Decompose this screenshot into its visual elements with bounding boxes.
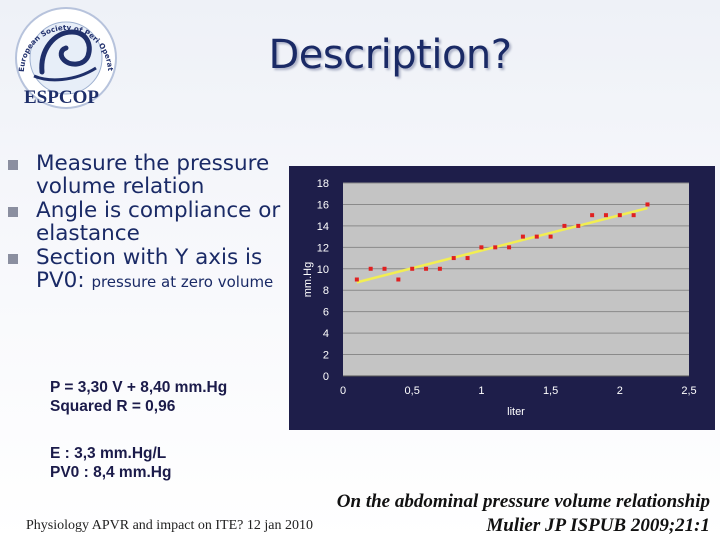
slide-title: Description? [268, 32, 512, 78]
r-squared-line: Squared R = 0,96 [50, 398, 176, 415]
y-tick-label: 4 [323, 328, 329, 340]
equation-line: P = 3,30 V + 8,40 mm.Hg [50, 379, 228, 396]
square-bullet-icon [8, 207, 18, 217]
logo-wordmark: ESPCOP [24, 87, 99, 108]
trend-line [356, 206, 648, 284]
y-tick-label: 12 [317, 242, 329, 254]
footer-text: Physiology APVR and impact on ITE? 12 ja… [26, 518, 313, 533]
x-tick-label: 2 [617, 385, 623, 397]
bullet-item: Measure the pressure volume relation [6, 152, 296, 198]
pressure-volume-chart: 0 2 4 6 8 10 12 14 16 18 0 0,5 1 1,5 2 2,5 liter mm.Hg [289, 166, 715, 430]
data-point [396, 277, 401, 282]
data-point [520, 234, 525, 239]
data-point [424, 266, 429, 271]
y-tick-label: 18 [317, 178, 329, 190]
x-tick-label: 1,5 [543, 385, 558, 397]
data-point [631, 213, 636, 218]
data-point [410, 266, 415, 271]
y-tick-label: 6 [323, 307, 329, 319]
y-axis-label: mm.Hg [302, 262, 314, 297]
data-point [507, 245, 512, 250]
data-point [534, 234, 539, 239]
x-tick-label: 0 [340, 385, 346, 397]
x-tick-label: 2,5 [681, 385, 696, 397]
bullet-text: Angle is compliance or elastance [36, 198, 281, 246]
x-tick-label: 0,5 [405, 385, 420, 397]
data-point [590, 213, 595, 218]
x-axis-label: liter [507, 406, 525, 418]
elastance-line: E : 3,3 mm.Hg/L [50, 445, 167, 462]
data-point [645, 202, 650, 207]
data-point [368, 266, 373, 271]
y-tick-label: 0 [323, 371, 329, 383]
citation-reference: Mulier JP ISPUB 2009;21:1 [486, 515, 710, 536]
y-tick-label: 14 [317, 221, 329, 233]
data-point [493, 245, 498, 250]
bullet-subtext: pressure at zero volume [91, 273, 274, 291]
square-bullet-icon [8, 254, 18, 264]
y-tick-label: 10 [317, 264, 329, 276]
regression-equation: P = 3,30 V + 8,40 mm.Hg Squared R = 0,96 [50, 378, 227, 416]
data-point [576, 223, 581, 228]
data-point [451, 256, 456, 261]
data-point [465, 256, 470, 261]
data-point [548, 234, 553, 239]
y-tick-label: 16 [317, 199, 329, 211]
plot-area [343, 183, 689, 376]
bullet-item: Section with Y axis is PV0: pressure at … [6, 246, 296, 294]
bullet-list: Measure the pressure volume relation Ang… [6, 152, 296, 295]
data-point [382, 266, 387, 271]
x-tick-label: 1 [478, 385, 484, 397]
results-block: E : 3,3 mm.Hg/L PV0 : 8,4 mm.Hg [50, 444, 171, 482]
pv0-line: PV0 : 8,4 mm.Hg [50, 464, 172, 481]
data-point [562, 223, 567, 228]
citation-title: On the abdominal pressure volume relatio… [336, 491, 710, 512]
bullet-text: Section with Y axis is PV0: [36, 245, 263, 293]
espcop-logo: European Society of Peri Operative Care … [4, 2, 117, 109]
data-point [603, 213, 608, 218]
bullet-text: Measure the pressure volume relation [36, 151, 270, 199]
data-point [354, 277, 359, 282]
bullet-item: Angle is compliance or elastance [6, 199, 296, 245]
data-point [617, 213, 622, 218]
data-point [479, 245, 484, 250]
y-tick-label: 8 [323, 285, 329, 297]
y-tick-label: 2 [323, 350, 329, 362]
data-point [437, 266, 442, 271]
square-bullet-icon [8, 160, 18, 170]
